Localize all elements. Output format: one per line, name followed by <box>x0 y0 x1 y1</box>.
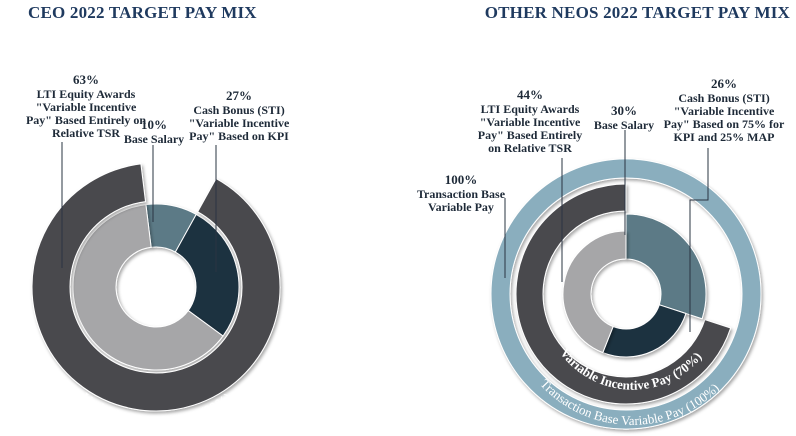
neo-slice-lti <box>562 230 627 354</box>
ceo-lti-pct: 63% <box>73 72 99 87</box>
neo-lti-pct: 44% <box>517 87 543 102</box>
neo-sti-name: Cash Bonus (STI) "Variable Incentive Pay… <box>663 91 785 144</box>
neo-ring-transaction-pay <box>490 158 762 430</box>
neo-sti-pct: 26% <box>711 76 737 91</box>
chart-title-ceo: CEO 2022 TARGET PAY MIX <box>28 3 257 22</box>
chart-title-other-neos: OTHER NEOS 2022 TARGET PAY MIX <box>484 3 790 22</box>
ceo-base-pct: 10% <box>141 117 167 132</box>
neo-transaction-label: 100% Transaction Base Variable Pay <box>412 172 510 214</box>
ceo-lti-label: 63% LTI Equity Awards "Variable Incentiv… <box>22 72 150 140</box>
ceo-slice-lti <box>72 204 224 371</box>
neo-slice-base-salary <box>625 213 707 320</box>
neo-sti-label: 26% Cash Bonus (STI) "Variable Incentive… <box>662 76 786 144</box>
neo-transaction-name: Transaction Base Variable Pay <box>416 187 506 214</box>
neo-transaction-pct: 100% <box>444 172 478 187</box>
neo-sti-leader <box>689 148 709 332</box>
neo-lti-label: 44% LTI Equity Awards "Variable Incentiv… <box>474 87 586 155</box>
neo-base-label: 30% Base Salary <box>588 103 660 132</box>
ceo-slice-cash-bonus <box>174 213 240 337</box>
neo-base-name: Base Salary <box>593 118 655 132</box>
ceo-sti-name: Cash Bonus (STI) "Variable Incentive Pay… <box>188 103 290 143</box>
ceo-ring-variable-pay <box>31 163 281 412</box>
neo-ring-variable-pay <box>515 183 732 405</box>
ceo-lti-name: LTI Equity Awards "Variable Incentive Pa… <box>25 87 147 140</box>
ceo-base-label: 10% Base Salary <box>118 117 190 146</box>
ceo-base-name: Base Salary <box>123 132 185 146</box>
ceo-sti-pct: 27% <box>226 88 252 103</box>
neo-lti-name: LTI Equity Awards "Variable Incentive Pa… <box>477 102 583 155</box>
ceo-sti-label: 27% Cash Bonus (STI) "Variable Incentive… <box>180 88 298 143</box>
neo-slice-cash-bonus <box>602 304 687 358</box>
neo-base-pct: 30% <box>611 103 637 118</box>
